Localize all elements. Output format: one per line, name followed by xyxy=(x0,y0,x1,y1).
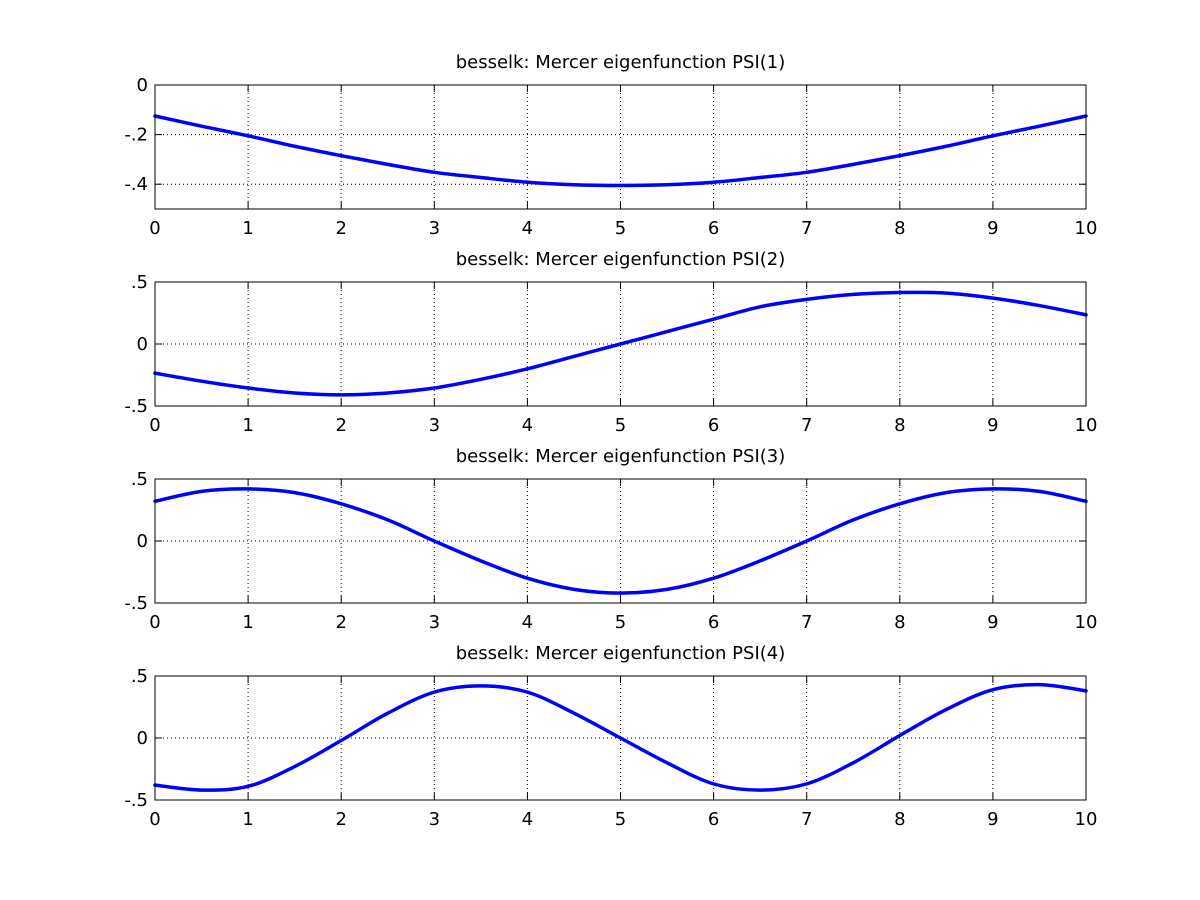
x-tick-label: 3 xyxy=(429,218,440,239)
axes-frame xyxy=(154,675,1087,801)
axes-frame xyxy=(154,84,1087,210)
y-tick-label: -.5 xyxy=(124,396,148,417)
y-tick-label: -.2 xyxy=(124,125,148,146)
x-tick-label: 6 xyxy=(708,415,719,436)
x-tick-label: 0 xyxy=(149,809,160,830)
axes-frame xyxy=(154,281,1087,407)
x-tick-label: 6 xyxy=(708,218,719,239)
x-tick-label: 8 xyxy=(894,612,905,633)
subplot-1: 0 1 2 3 4 5 6 7 8 9 10 0 -.2 -.4 besselk: Mercer eigen… xyxy=(124,52,1097,239)
y-tick-label: -.5 xyxy=(124,790,148,811)
x-tick-label: 5 xyxy=(615,415,626,436)
x-tick-label: 2 xyxy=(335,809,346,830)
x-tick-label: 9 xyxy=(987,218,998,239)
x-tick-label: 3 xyxy=(429,809,440,830)
y-tick-label: .5 xyxy=(131,666,148,687)
x-tick-label: 3 xyxy=(429,415,440,436)
x-tick-label: 0 xyxy=(149,415,160,436)
series-line xyxy=(153,290,1088,397)
y-tick-label: -.5 xyxy=(124,593,148,614)
series-line xyxy=(153,682,1088,792)
x-tick-label: 9 xyxy=(987,415,998,436)
y-tick-label: -.4 xyxy=(124,174,148,195)
x-tick-label: 2 xyxy=(335,612,346,633)
x-tick-label: 8 xyxy=(894,415,905,436)
y-tick-label: .5 xyxy=(131,272,148,293)
x-tick-label: 7 xyxy=(801,612,812,633)
chart-title: besselk: Mercer eigenfunction PSI(2) xyxy=(456,249,786,270)
x-tick-label: 7 xyxy=(801,809,812,830)
x-tick-label: 5 xyxy=(615,218,626,239)
x-tick-label: 8 xyxy=(894,809,905,830)
series-line xyxy=(153,487,1088,595)
y-tick-label: 0 xyxy=(137,334,148,355)
axes-frame xyxy=(154,478,1087,604)
x-tick-label: 10 xyxy=(1075,218,1098,239)
x-tick-label: 9 xyxy=(987,809,998,830)
chart-title: besselk: Mercer eigenfunction PSI(3) xyxy=(456,446,786,467)
x-tick-label: 1 xyxy=(242,415,253,436)
series-line xyxy=(153,114,1088,188)
x-tick-label: 6 xyxy=(708,809,719,830)
x-tick-label: 0 xyxy=(149,612,160,633)
x-tick-label: 4 xyxy=(522,218,533,239)
chart-title: besselk: Mercer eigenfunction PSI(4) xyxy=(456,643,786,664)
y-tick-label: 0 xyxy=(137,75,148,96)
x-tick-label: 6 xyxy=(708,612,719,633)
x-tick-label: 8 xyxy=(894,218,905,239)
x-tick-label: 5 xyxy=(615,612,626,633)
x-tick-label: 7 xyxy=(801,218,812,239)
x-tick-label: 1 xyxy=(242,809,253,830)
x-tick-label: 4 xyxy=(522,612,533,633)
x-tick-label: 10 xyxy=(1075,612,1098,633)
y-tick-label: 0 xyxy=(137,531,148,552)
x-tick-label: 4 xyxy=(522,415,533,436)
x-tick-label: 10 xyxy=(1075,809,1098,830)
x-tick-label: 5 xyxy=(615,809,626,830)
x-tick-label: 7 xyxy=(801,415,812,436)
x-tick-label: 0 xyxy=(149,218,160,239)
y-tick-label: 0 xyxy=(137,728,148,749)
x-tick-label: 3 xyxy=(429,612,440,633)
chart-title: besselk: Mercer eigenfunction PSI(1) xyxy=(456,52,786,73)
x-tick-label: 2 xyxy=(335,415,346,436)
x-tick-label: 1 xyxy=(242,612,253,633)
x-tick-label: 4 xyxy=(522,809,533,830)
x-tick-label: 1 xyxy=(242,218,253,239)
x-tick-label: 2 xyxy=(335,218,346,239)
plot-area xyxy=(155,479,1086,603)
x-tick-label: 10 xyxy=(1075,415,1098,436)
x-tick-label: 9 xyxy=(987,612,998,633)
y-tick-label: .5 xyxy=(131,469,148,490)
